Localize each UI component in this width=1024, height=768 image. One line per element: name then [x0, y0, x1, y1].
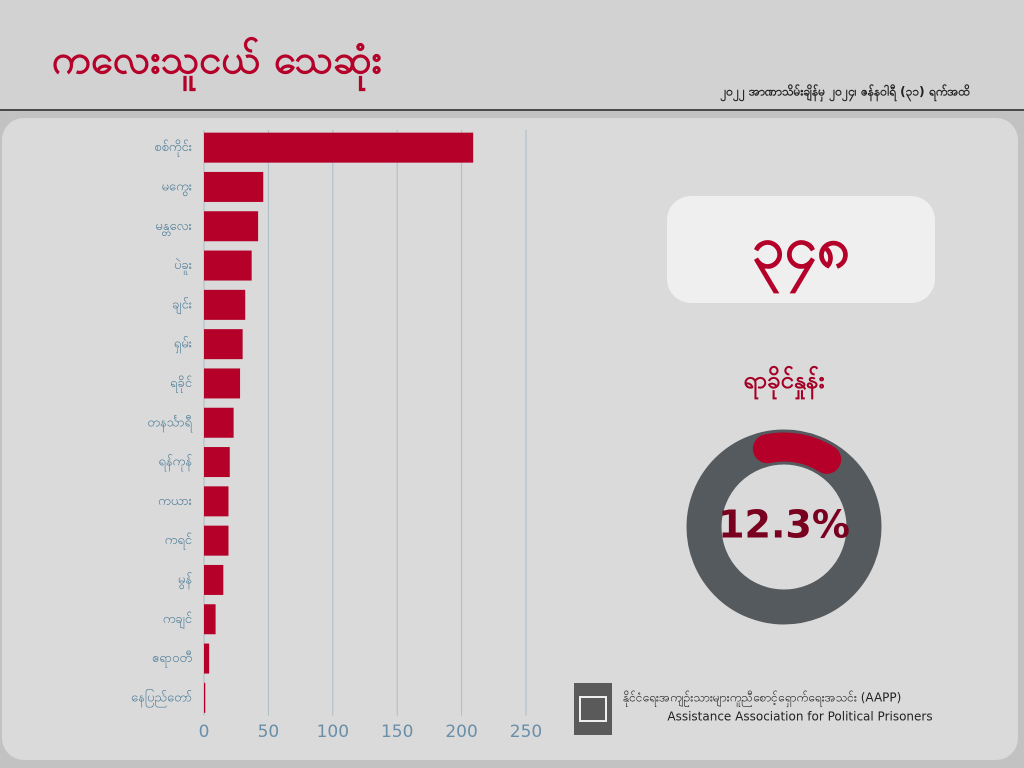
bar	[204, 643, 210, 674]
y-tick-label: ပဲခူး	[174, 258, 192, 275]
donut-label: 12.3%	[718, 503, 850, 547]
title: ကလေးသူငယ် သေဆုံး	[52, 37, 382, 92]
y-tick-label: ကချင်	[163, 611, 193, 629]
x-tick-label: 0	[199, 722, 210, 742]
bar	[204, 682, 206, 713]
bar	[204, 171, 264, 202]
x-tick-label: 150	[381, 722, 413, 742]
bar	[204, 564, 224, 595]
donut-segment	[752, 432, 842, 474]
footer-org-en: Assistance Association for Political Pri…	[667, 710, 932, 724]
bar	[204, 525, 229, 556]
logo-bars	[579, 696, 607, 722]
bar	[204, 486, 229, 517]
y-tick-label: နေပြည်တော်	[131, 688, 192, 707]
x-tick-label: 250	[510, 722, 542, 742]
y-tick-label: ချင်း	[172, 296, 192, 314]
y-tick-label: ရခိုင်	[170, 375, 193, 393]
y-tick-label: မွန်	[178, 571, 193, 589]
y-tick-label: ရန်ကုန်	[158, 454, 192, 472]
y-tick-label: တနင်္သာရီ	[147, 414, 192, 432]
bar	[204, 604, 216, 635]
bar	[204, 447, 230, 478]
y-tick-label: မကွေး	[161, 179, 192, 196]
y-tick-label: ကယား	[158, 494, 192, 509]
bar	[204, 289, 246, 320]
x-tick-label: 100	[317, 722, 349, 742]
total-box	[667, 196, 935, 303]
bar	[204, 329, 243, 360]
y-tick-label: ရှမ်း	[174, 336, 192, 354]
bar	[204, 211, 259, 242]
y-tick-label: ဧရာဝတီ	[152, 650, 192, 668]
total: ၃၄၈	[752, 213, 850, 293]
bar	[204, 407, 234, 438]
subtitle: ၂၀၂၂ အာဏာသိမ်းချိန်မှ ၂၀၂၄၊ ဇန်နဝါရီ (၃၁…	[719, 83, 970, 103]
logo	[574, 683, 612, 735]
header-band	[0, 0, 1024, 110]
y-tick-label: စစ်ကိုင်း	[154, 139, 192, 157]
bar	[204, 132, 474, 163]
x-tick-label: 50	[258, 722, 280, 742]
bar	[204, 368, 241, 399]
bar	[204, 250, 252, 281]
y-tick-label: ကရင်	[165, 532, 193, 550]
x-tick-label: 200	[445, 722, 477, 742]
footer-org: နိုင်ငံရေးအကျဉ်းသားများကူညီစောင့်ရှောက်ရ…	[623, 690, 901, 708]
y-tick-label: မန္တလေး	[155, 219, 192, 236]
